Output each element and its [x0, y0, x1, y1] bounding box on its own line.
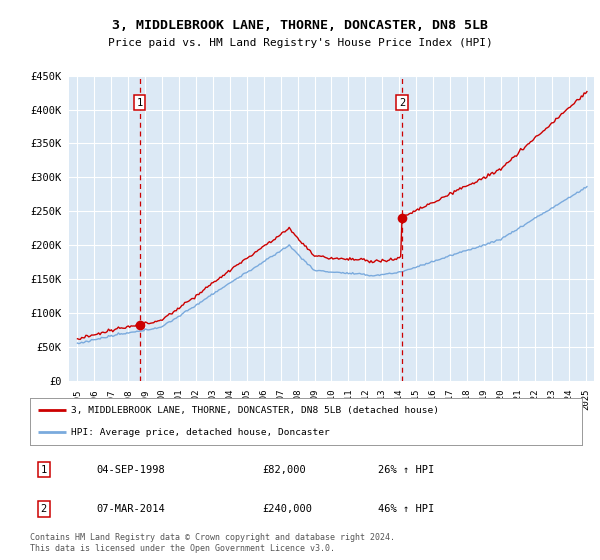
Text: 46% ↑ HPI: 46% ↑ HPI [378, 504, 434, 514]
Text: 26% ↑ HPI: 26% ↑ HPI [378, 465, 434, 475]
Text: 1: 1 [136, 98, 143, 108]
Text: 3, MIDDLEBROOK LANE, THORNE, DONCASTER, DN8 5LB (detached house): 3, MIDDLEBROOK LANE, THORNE, DONCASTER, … [71, 406, 439, 415]
Text: 3, MIDDLEBROOK LANE, THORNE, DONCASTER, DN8 5LB: 3, MIDDLEBROOK LANE, THORNE, DONCASTER, … [112, 18, 488, 32]
Text: HPI: Average price, detached house, Doncaster: HPI: Average price, detached house, Donc… [71, 428, 330, 437]
Text: 04-SEP-1998: 04-SEP-1998 [96, 465, 165, 475]
Text: Price paid vs. HM Land Registry's House Price Index (HPI): Price paid vs. HM Land Registry's House … [107, 38, 493, 48]
Text: 07-MAR-2014: 07-MAR-2014 [96, 504, 165, 514]
Text: £240,000: £240,000 [262, 504, 312, 514]
Text: £82,000: £82,000 [262, 465, 305, 475]
Text: Contains HM Land Registry data © Crown copyright and database right 2024.
This d: Contains HM Land Registry data © Crown c… [30, 533, 395, 553]
Text: 2: 2 [41, 504, 47, 514]
Text: 1: 1 [41, 465, 47, 475]
Text: 2: 2 [399, 98, 405, 108]
